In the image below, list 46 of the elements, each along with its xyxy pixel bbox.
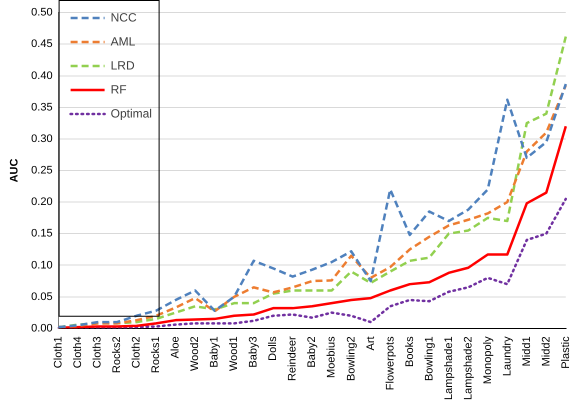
x-tick-label: Reindeer [286,336,299,382]
x-tick-label: Midd2 [540,336,552,366]
y-axis-title: AUC [8,158,21,182]
x-tick-label: Midd1 [520,336,533,366]
y-tick-label: 0.35 [31,101,53,114]
y-tick-label: 0.45 [31,38,53,50]
x-tick-label: Laundry [501,336,514,376]
x-tick-label: Lampshade1 [442,336,455,400]
x-tick-label: Baby1 [208,336,221,368]
x-tick-label: Cloth3 [92,336,104,368]
x-tick-label: Wood1 [228,336,240,372]
y-tick-label: 0.30 [31,132,53,145]
x-tick-label: Flowerpots [384,336,396,390]
y-tick-label: 0.00 [31,322,53,334]
x-tick-label: Wood2 [189,336,202,372]
x-tick-label: Baby3 [248,336,260,368]
y-tick-label: 0.15 [31,228,53,240]
y-tick-label: 0.20 [31,196,53,208]
x-tick-label: Moebius [326,336,338,378]
y-tick-label: 0.25 [31,164,53,177]
legend-label: NCC [110,10,137,24]
legend-label: RF [110,82,127,96]
x-tick-label: Baby2 [306,336,318,368]
x-tick-label: Books [404,336,416,367]
y-tick-label: 0.10 [31,259,53,272]
legend-label: Optimal [110,106,152,120]
x-tick-label: Art [364,336,377,350]
x-tick-label: Rocks1 [150,336,162,374]
x-tick-label: Bowling1 [423,336,436,382]
legend-label: LRD [110,58,135,72]
x-tick-label: Cloth4 [72,336,84,368]
y-tick-label: 0.05 [31,290,53,303]
line-series [57,35,568,328]
x-tick-label: Monopoly [482,336,494,384]
x-tick-label: Cloth2 [130,336,143,368]
y-tick-label: 0.40 [31,70,53,82]
y-tick-label: 0.50 [31,6,53,19]
x-tick-label: Aloe [170,336,182,358]
x-tick-label: Rocks2 [111,336,124,374]
legend-label: AML [110,34,136,48]
x-tick-label: Bowling2 [345,336,358,382]
x-tick-label: Plastic [560,336,572,369]
x-tick-label: Cloth1 [52,336,65,368]
x-tick-label: Lampshade2 [462,336,474,400]
x-tick-label: Dolls [267,336,280,361]
line-series [57,198,568,328]
